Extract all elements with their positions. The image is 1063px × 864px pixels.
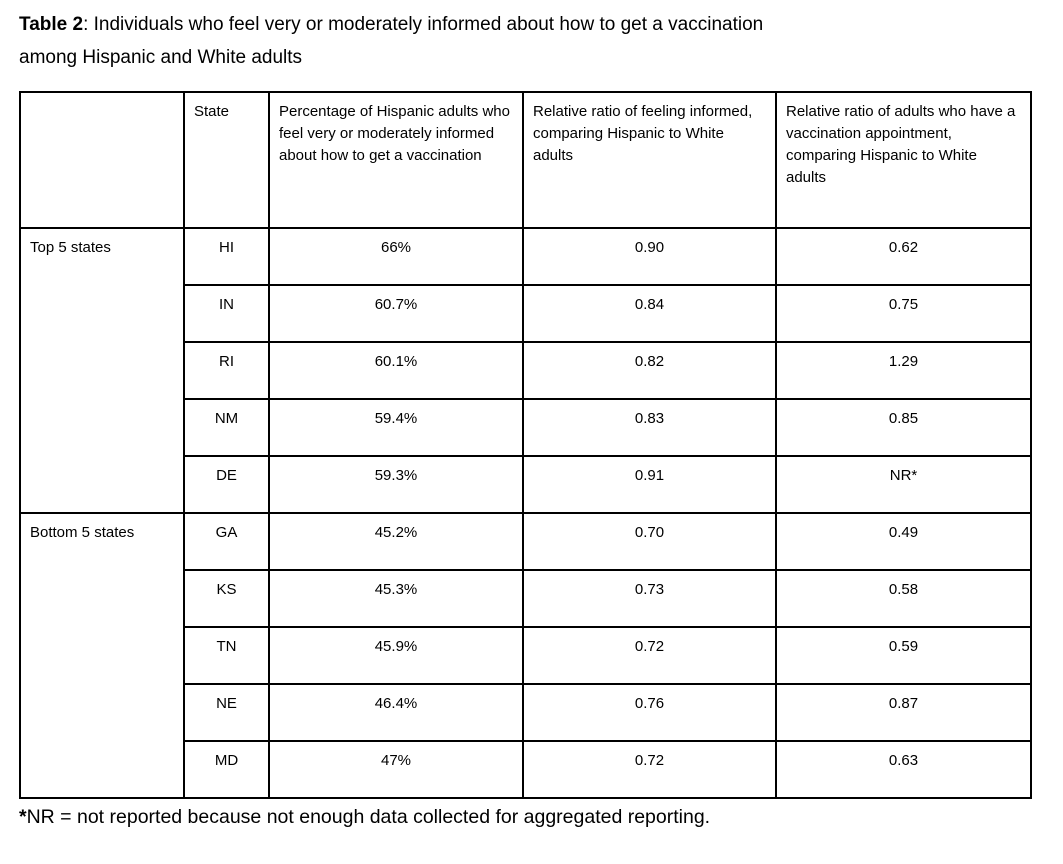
state-cell: NM: [183, 398, 270, 457]
state-cell: RI: [183, 341, 270, 400]
header-percentage-informed: Percentage of Hispanic adults who feel v…: [268, 91, 524, 229]
state-cell: HI: [183, 227, 270, 286]
pct-informed-cell: 66%: [268, 227, 524, 286]
ratio-appointment-cell: NR*: [775, 455, 1032, 514]
table-title-line-1: Table 2: Individuals who feel very or mo…: [19, 8, 1047, 41]
state-cell: NE: [183, 683, 270, 742]
header-state: State: [183, 91, 270, 229]
table-row: KS 45.3% 0.73 0.58: [20, 569, 1032, 628]
pct-informed-cell: 60.7%: [268, 284, 524, 343]
table-row: NE 46.4% 0.76 0.87: [20, 683, 1032, 742]
footnote-marker: *: [19, 806, 27, 828]
ratio-appointment-cell: 1.29: [775, 341, 1032, 400]
ratio-informed-cell: 0.83: [522, 398, 777, 457]
ratio-appointment-cell: 0.63: [775, 740, 1032, 799]
table-title: Table 2: Individuals who feel very or mo…: [19, 8, 1047, 74]
header-ratio-informed: Relative ratio of feeling informed, comp…: [522, 91, 777, 229]
state-cell: DE: [183, 455, 270, 514]
table-row: DE 59.3% 0.91 NR*: [20, 455, 1032, 514]
table-row: TN 45.9% 0.72 0.59: [20, 626, 1032, 685]
pct-informed-cell: 45.9%: [268, 626, 524, 685]
ratio-informed-cell: 0.72: [522, 626, 777, 685]
footnote: *NR = not reported because not enough da…: [19, 804, 1047, 830]
ratio-appointment-cell: 0.87: [775, 683, 1032, 742]
pct-informed-cell: 45.3%: [268, 569, 524, 628]
pct-informed-cell: 60.1%: [268, 341, 524, 400]
pct-informed-cell: 45.2%: [268, 512, 524, 571]
table-row: IN 60.7% 0.84 0.75: [20, 284, 1032, 343]
state-cell: MD: [183, 740, 270, 799]
table-header-row: State Percentage of Hispanic adults who …: [19, 91, 1032, 229]
pct-informed-cell: 59.3%: [268, 455, 524, 514]
state-cell: GA: [183, 512, 270, 571]
ratio-appointment-cell: 0.58: [775, 569, 1032, 628]
table-title-line-1-text: : Individuals who feel very or moderatel…: [83, 14, 764, 35]
ratio-informed-cell: 0.73: [522, 569, 777, 628]
group-label-bottom-5: Bottom 5 states: [19, 512, 185, 799]
table-title-line-2: among Hispanic and White adults: [19, 47, 303, 68]
ratio-appointment-cell: 0.75: [775, 284, 1032, 343]
ratio-appointment-cell: 0.59: [775, 626, 1032, 685]
pct-informed-cell: 47%: [268, 740, 524, 799]
pct-informed-cell: 59.4%: [268, 398, 524, 457]
table-row: RI 60.1% 0.82 1.29: [20, 341, 1032, 400]
ratio-appointment-cell: 0.49: [775, 512, 1032, 571]
ratio-appointment-cell: 0.62: [775, 227, 1032, 286]
header-ratio-appointment: Relative ratio of adults who have a vacc…: [775, 91, 1032, 229]
state-cell: KS: [183, 569, 270, 628]
header-empty: [19, 91, 185, 229]
ratio-informed-cell: 0.84: [522, 284, 777, 343]
state-cell: IN: [183, 284, 270, 343]
table-row: Top 5 states HI 66% 0.90 0.62: [19, 227, 1032, 514]
ratio-informed-cell: 0.91: [522, 455, 777, 514]
ratio-appointment-cell: 0.85: [775, 398, 1032, 457]
pct-informed-cell: 46.4%: [268, 683, 524, 742]
ratio-informed-cell: 0.70: [522, 512, 777, 571]
ratio-informed-cell: 0.76: [522, 683, 777, 742]
ratio-informed-cell: 0.72: [522, 740, 777, 799]
ratio-informed-cell: 0.90: [522, 227, 777, 286]
table-row: Bottom 5 states GA 45.2% 0.70 0.49: [19, 512, 1032, 799]
table-row: NM 59.4% 0.83 0.85: [20, 398, 1032, 457]
group-label-top-5: Top 5 states: [19, 227, 185, 514]
table-title-label: Table 2: [19, 14, 84, 35]
informed-vaccination-table: State Percentage of Hispanic adults who …: [19, 91, 1032, 799]
state-cell: TN: [183, 626, 270, 685]
footnote-text: NR = not reported because not enough dat…: [26, 806, 711, 828]
ratio-informed-cell: 0.82: [522, 341, 777, 400]
table-row: MD 47% 0.72 0.63: [20, 740, 1032, 799]
